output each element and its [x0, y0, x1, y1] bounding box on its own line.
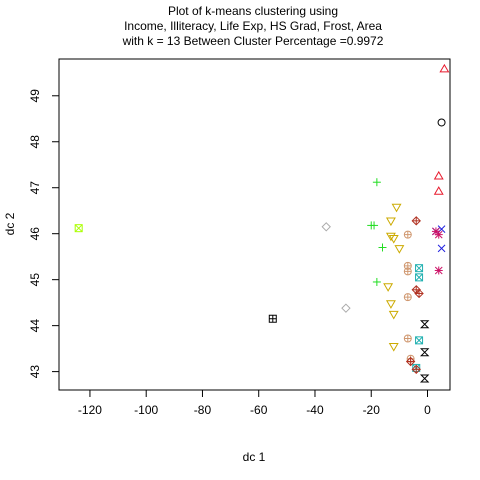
data-point [434, 266, 443, 275]
data-point [268, 314, 277, 323]
data-point [385, 217, 396, 227]
x-tick-label: -60 [250, 403, 268, 417]
chart-title-line-1: Plot of k-means clustering using [168, 4, 338, 18]
data-point [385, 232, 396, 242]
data-point [74, 224, 83, 233]
y-axis-label: dc 2 [3, 212, 17, 235]
data-point [403, 267, 412, 276]
x-tick-label: -40 [306, 403, 324, 417]
x-axis-label: dc 1 [243, 450, 266, 464]
data-point [341, 303, 351, 313]
chart-title-line-3: with k = 13 Between Cluster Percentage =… [122, 34, 384, 48]
data-point [411, 216, 421, 226]
data-point [433, 186, 444, 195]
data-point [388, 234, 399, 244]
data-point [403, 230, 412, 239]
y-tick-label: 45 [28, 273, 42, 287]
data-point [431, 227, 440, 236]
data-point [388, 343, 399, 352]
y-axis: 43 44 45 46 47 48 49 [28, 89, 60, 379]
x-tick-label: -120 [78, 403, 102, 417]
x-tick-label: -80 [194, 403, 212, 417]
data-point [378, 243, 387, 252]
data-point [383, 283, 394, 292]
data-point [411, 364, 421, 375]
data-point [405, 356, 416, 367]
data-point [419, 374, 430, 383]
y-tick-label: 46 [28, 227, 42, 241]
data-point [385, 300, 396, 309]
data-point [437, 118, 446, 127]
data-point [439, 63, 450, 73]
data-points [74, 63, 450, 383]
y-tick-label: 47 [28, 181, 42, 195]
chart-title-line-2: Income, Illiteracy, Life Exp, HS Grad, F… [124, 19, 382, 33]
data-point [415, 273, 424, 282]
data-point [403, 334, 412, 343]
data-point [403, 293, 412, 302]
data-point [415, 336, 424, 345]
x-axis: -120 -100 -80 -60 -40 -20 0 [78, 389, 431, 417]
data-point [419, 320, 430, 329]
x-tick-label: -20 [363, 403, 381, 417]
data-point [414, 288, 424, 299]
data-point [367, 221, 376, 230]
y-tick-label: 43 [28, 365, 42, 379]
y-tick-label: 44 [28, 319, 42, 333]
x-tick-label: 0 [424, 403, 431, 417]
y-tick-label: 49 [28, 89, 42, 103]
data-point [394, 245, 405, 254]
data-point [372, 277, 381, 286]
data-point [419, 348, 430, 357]
data-point [437, 244, 446, 253]
data-point [391, 203, 402, 213]
y-tick-label: 48 [28, 135, 42, 149]
x-tick-label: -100 [134, 403, 158, 417]
chart-title: Plot of k-means clustering using Income,… [122, 4, 384, 48]
data-point [415, 264, 424, 273]
data-point [433, 170, 444, 180]
data-point [321, 222, 331, 232]
data-point [372, 178, 381, 187]
data-point [388, 310, 399, 320]
